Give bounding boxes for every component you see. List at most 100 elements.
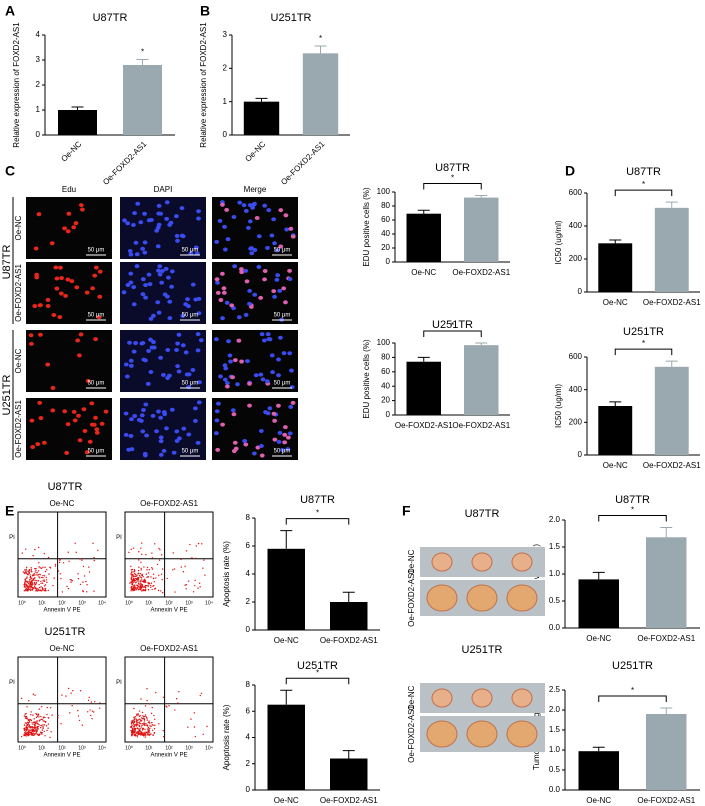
- event-dot: [23, 724, 26, 726]
- event-dot: [41, 729, 44, 731]
- significance-mark: *: [451, 321, 454, 330]
- event-dot: [150, 712, 153, 715]
- column-header: Merge: [244, 185, 267, 194]
- event-dot: [198, 582, 201, 584]
- event-dot: [28, 572, 30, 574]
- event-dot: [31, 575, 34, 577]
- cell-nucleus: [171, 450, 177, 455]
- event-dot: [172, 569, 174, 571]
- event-dot: [50, 731, 52, 733]
- bar: [464, 345, 499, 415]
- cell-nucleus: [180, 313, 186, 318]
- significance-bracket: [614, 348, 673, 356]
- significance-mark: *: [141, 48, 144, 57]
- cell-nucleus: [281, 351, 287, 356]
- cell-nucleus: [190, 282, 196, 287]
- flow-tick: 10²: [58, 600, 66, 606]
- event-dot: [30, 568, 32, 571]
- cell-nucleus: [271, 411, 277, 416]
- cell-nucleus: [244, 279, 250, 284]
- cell-nucleus: [214, 337, 219, 342]
- cell-nucleus: [156, 409, 161, 414]
- event-dot: [141, 553, 143, 555]
- cell-nucleus: [146, 218, 152, 223]
- event-dot: [36, 733, 39, 736]
- event-dot: [147, 584, 149, 586]
- event-dot: [24, 579, 27, 582]
- cell-nucleus: [237, 200, 243, 205]
- event-dot: [143, 716, 145, 718]
- event-dot: [140, 576, 143, 579]
- event-dot: [25, 715, 27, 718]
- event-dot: [138, 718, 141, 720]
- event-dot: [140, 590, 143, 592]
- cell-nucleus: [219, 271, 225, 276]
- cell-nucleus: [143, 283, 148, 288]
- cell-nucleus: [38, 303, 43, 308]
- event-dot: [200, 692, 203, 695]
- cell-nucleus: [121, 290, 127, 295]
- scale-label: 50 μm: [182, 449, 199, 455]
- event-dot: [137, 578, 140, 580]
- event-dot: [67, 551, 69, 553]
- event-dot: [135, 718, 137, 720]
- flow-tick: 10⁴: [205, 600, 213, 606]
- event-dot: [136, 574, 138, 577]
- event-dot: [28, 580, 30, 583]
- cell-nucleus: [78, 332, 84, 337]
- event-dot: [59, 573, 62, 575]
- cell-nucleus: [279, 448, 285, 453]
- event-dot: [154, 724, 156, 726]
- cell-nucleus: [147, 282, 153, 287]
- event-dot: [30, 558, 33, 560]
- flow-xlabel: Annexin V PE: [43, 608, 80, 614]
- event-dot: [202, 733, 204, 736]
- event-dot: [27, 585, 29, 587]
- event-dot: [41, 589, 44, 591]
- event-dot: [133, 725, 136, 727]
- event-dot: [24, 571, 27, 573]
- cell-nucleus: [281, 286, 287, 291]
- event-dot: [132, 722, 134, 724]
- cell-nucleus: [123, 411, 129, 416]
- event-dot: [65, 695, 67, 697]
- event-dot: [20, 697, 23, 700]
- cell-nucleus: [179, 206, 185, 211]
- error-bar: [665, 360, 678, 367]
- tumor: [426, 584, 458, 612]
- event-dot: [139, 727, 141, 730]
- cell-nucleus: [158, 415, 164, 420]
- flow-xlabel: Annexin V PE: [150, 608, 187, 614]
- flow-xlabel: Annexin V PE: [43, 753, 80, 759]
- event-dot: [130, 723, 133, 725]
- event-dot: [130, 590, 132, 592]
- event-dot: [36, 726, 39, 728]
- y-tick-label: 200: [569, 417, 583, 426]
- event-dot: [139, 729, 141, 732]
- event-dot: [28, 699, 30, 702]
- y-tick-label: 1: [36, 105, 41, 114]
- cell-nucleus: [59, 276, 64, 281]
- cell-nucleus: [285, 447, 291, 452]
- event-dot: [132, 581, 134, 584]
- event-dot: [40, 582, 42, 584]
- event-dot: [35, 567, 37, 570]
- event-dot: [193, 712, 195, 714]
- scale-label: 50 μm: [88, 381, 105, 387]
- bar: [58, 110, 97, 135]
- event-dot: [139, 588, 141, 591]
- cell-nucleus: [64, 450, 70, 455]
- tumor: [506, 584, 538, 612]
- cell-nucleus: [193, 418, 198, 423]
- cell-nucleus: [195, 348, 201, 353]
- error-bar: [660, 527, 673, 538]
- event-dot: [35, 713, 37, 715]
- event-dot: [44, 735, 46, 737]
- tumor: [466, 584, 498, 612]
- event-dot: [37, 723, 39, 725]
- cell-nucleus: [259, 332, 265, 337]
- event-dot: [131, 588, 133, 591]
- event-dot: [139, 580, 141, 582]
- cell-nucleus: [97, 269, 103, 274]
- event-dot: [31, 587, 34, 589]
